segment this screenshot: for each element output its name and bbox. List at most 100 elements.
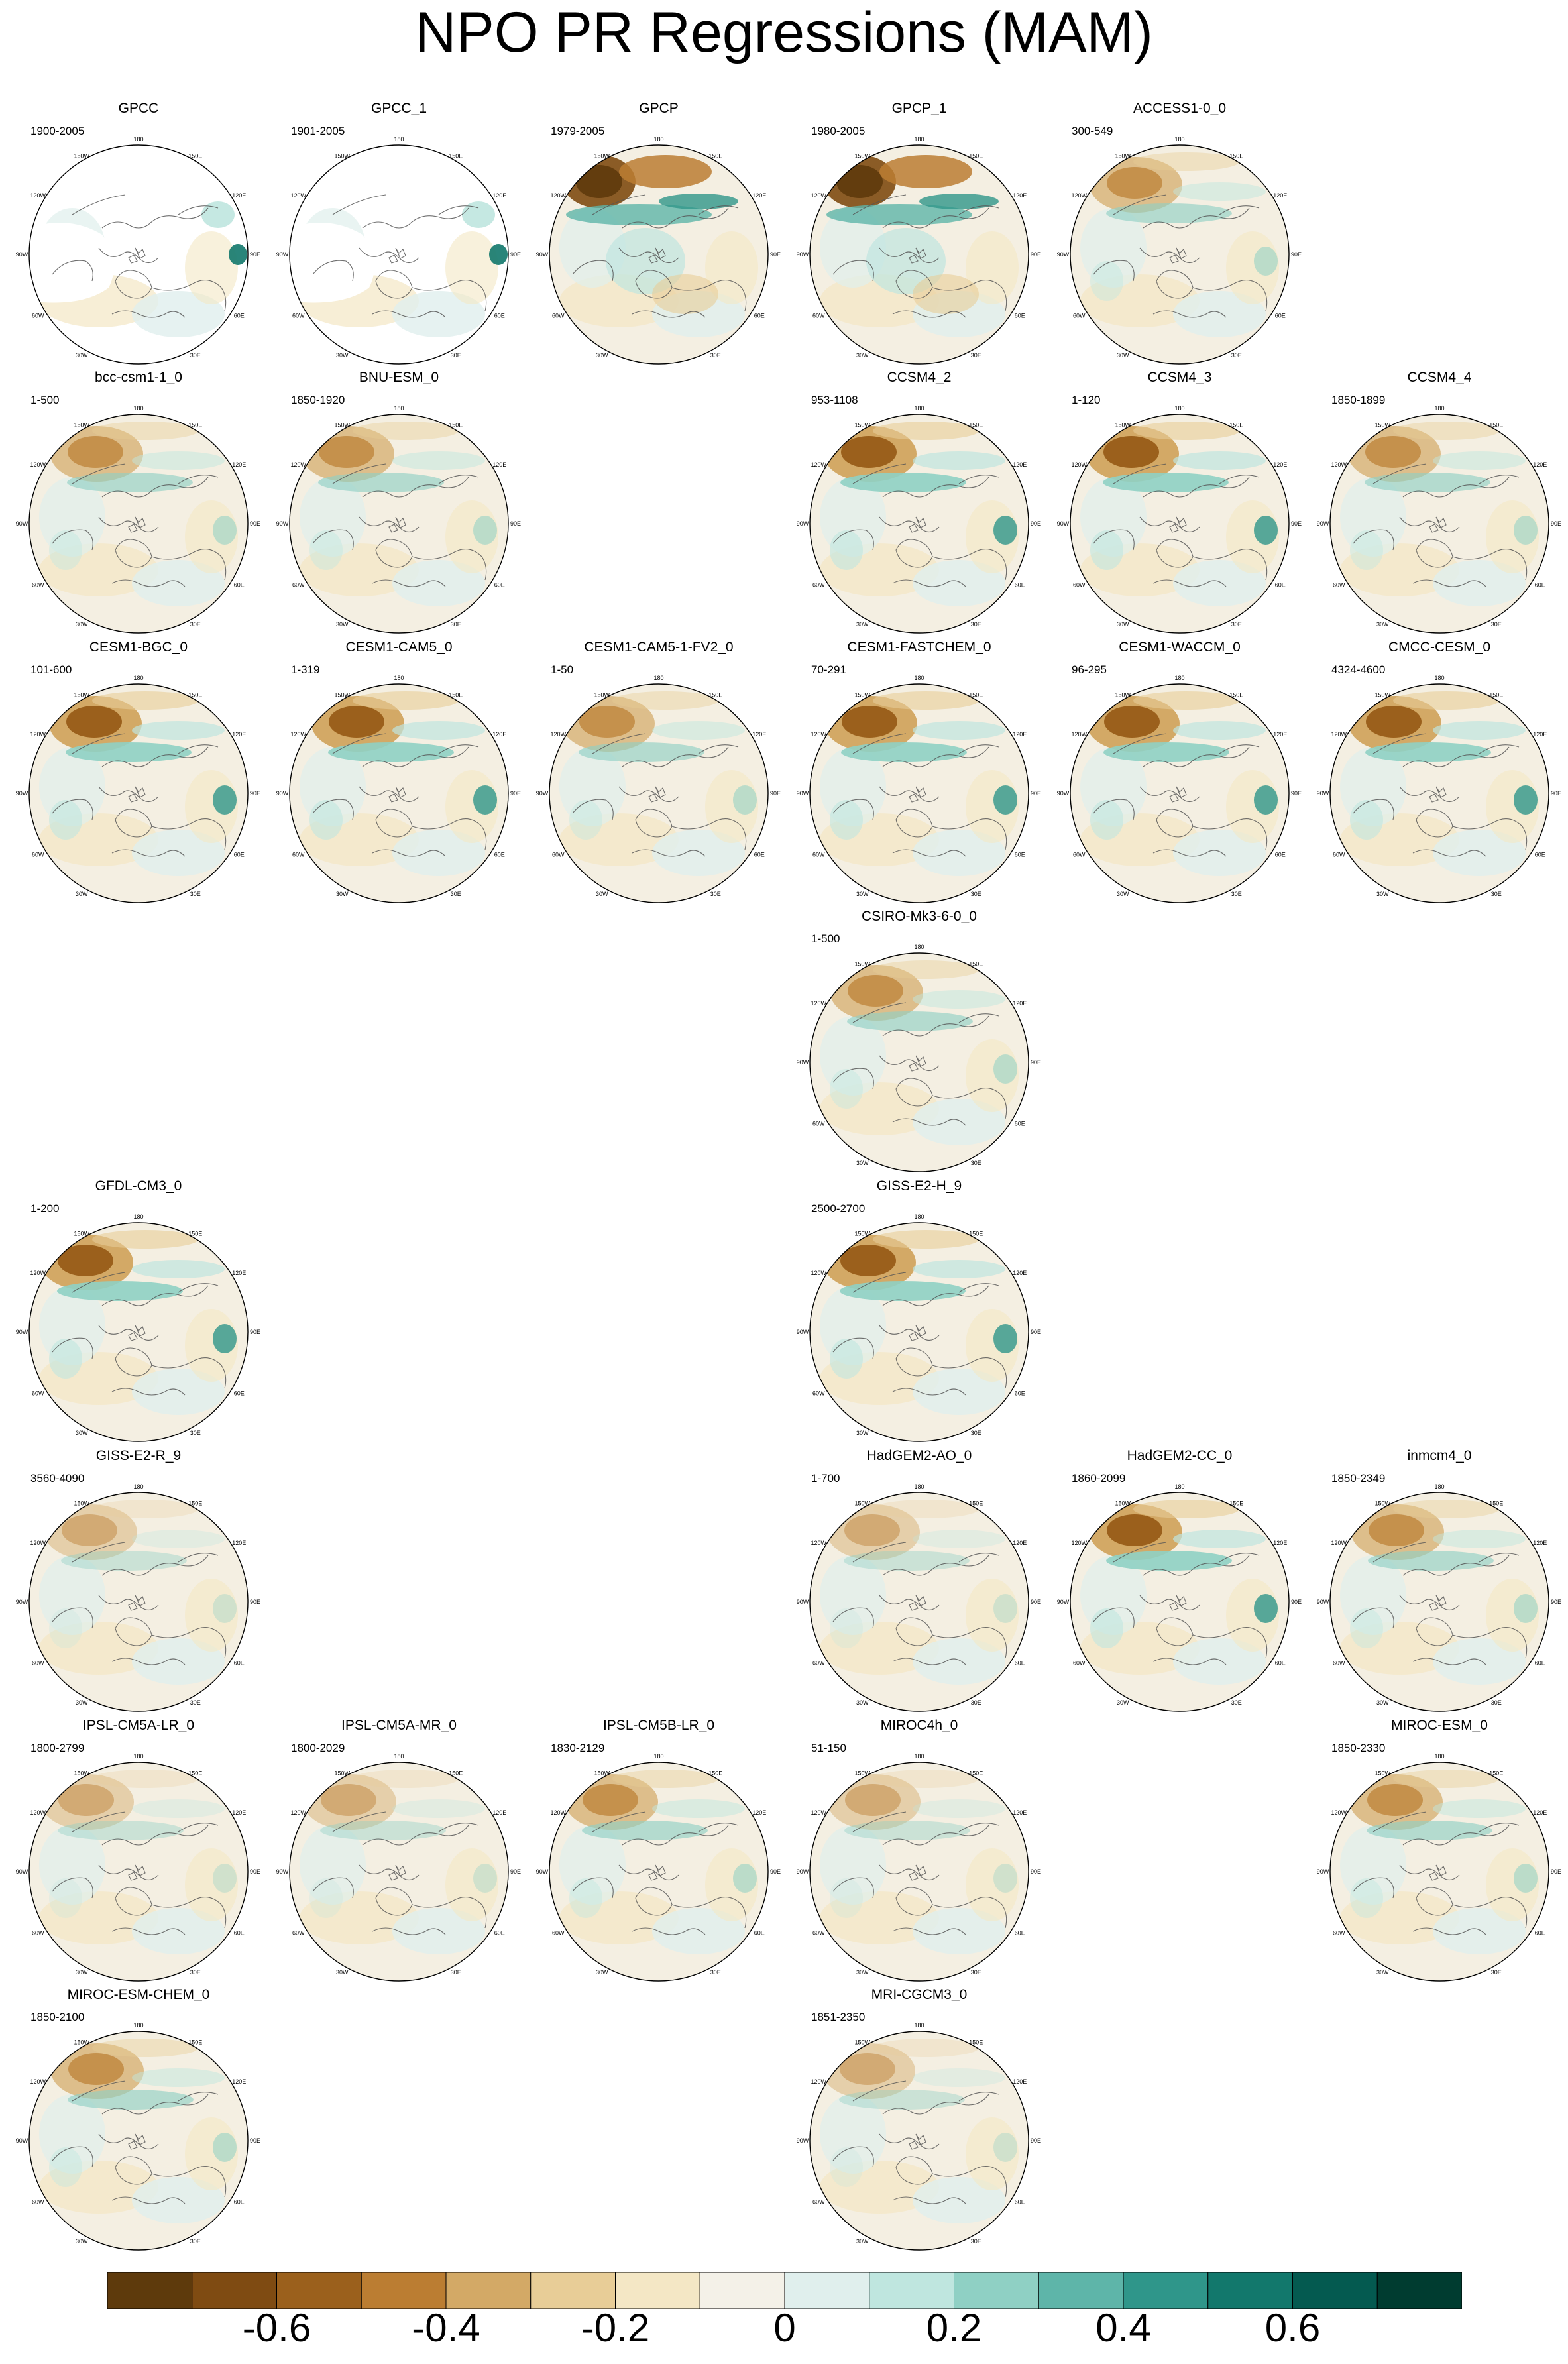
longitude-label: 90E <box>1551 520 1561 527</box>
longitude-label: 150E <box>188 2039 202 2046</box>
longitude-label: 120E <box>492 1809 506 1816</box>
longitude-label: 30W <box>1376 1969 1389 1976</box>
map-panel: IPSL-CM5A-LR_0 1800-2799 180 150E 120E 90E 60E… <box>8 1718 269 1983</box>
longitude-label: 60E <box>754 312 765 319</box>
longitude-label: 150E <box>1489 422 1503 429</box>
longitude-label: 90E <box>250 1599 260 1605</box>
longitude-label: 150W <box>1115 153 1131 160</box>
map-boundary <box>1329 414 1549 634</box>
map-panel: inmcm4_01850-2349180150E120E90E60E30E030… <box>1309 1448 1568 1713</box>
map-boundary <box>809 952 1029 1172</box>
longitude-label: 90W <box>1057 520 1070 527</box>
map-panel: GISS-E2-R_9 3560-4090 180 150E 120E 90E 60E 30E… <box>8 1448 269 1713</box>
longitude-label: 90E <box>510 1868 521 1875</box>
longitude-label: 60E <box>234 1660 245 1666</box>
panel-years: 1980-2005 <box>811 125 866 137</box>
longitude-label: 120E <box>232 2078 246 2085</box>
longitude-label: 90W <box>276 1868 289 1875</box>
panel-title: CESM1-CAM5-1-FV2_0 <box>584 640 734 655</box>
polar-map: 180150E120E90E60E30E030W60W90W120W150W <box>276 675 521 903</box>
panel-years: 1850-1899 <box>1331 394 1386 406</box>
longitude-label: 30W <box>336 891 349 897</box>
longitude-label: 150W <box>334 692 350 699</box>
longitude-label: 180 <box>1174 675 1184 681</box>
longitude-label: 60W <box>32 312 44 319</box>
longitude-label: 60E <box>1015 312 1025 319</box>
longitude-label: 120E <box>1273 192 1287 199</box>
longitude-label: 60E <box>494 581 505 588</box>
longitude-label: 120E <box>1013 1270 1027 1276</box>
longitude-label: 60E <box>754 851 765 858</box>
map-boundary <box>1070 683 1290 903</box>
longitude-label: 180 <box>133 2022 143 2029</box>
map-panel: ACCESS1-0_0300-549180150E120E90E60E30E03… <box>1049 101 1310 366</box>
colorbar-tick-label: -0.2 <box>581 2306 650 2350</box>
longitude-label: 180 <box>653 1753 663 1760</box>
longitude-label: 180 <box>394 1753 404 1760</box>
longitude-label: 60W <box>812 851 825 858</box>
longitude-label: 90E <box>1291 520 1302 527</box>
panel-title: inmcm4_0 <box>1407 1448 1472 1463</box>
colorbar-swatch <box>954 2272 1039 2309</box>
map-panel: GPCP1979-2005180150E120E90E60E30E030W60W… <box>528 101 789 366</box>
longitude-label: 120E <box>752 192 766 199</box>
map-boundary <box>549 683 769 903</box>
longitude-label: 60E <box>1535 581 1545 588</box>
longitude-label: 90W <box>797 1059 809 1066</box>
longitude-label: 150E <box>188 1231 202 1237</box>
longitude-label: 120E <box>232 192 246 199</box>
longitude-label: 60E <box>1015 1660 1025 1666</box>
polar-map: 180150E120E90E60E30E030W60W90W120W150W <box>1317 1483 1561 1712</box>
panel-title: CCSM4_4 <box>1407 370 1472 385</box>
longitude-label: 60E <box>1275 581 1286 588</box>
longitude-label: 150W <box>854 2039 870 2046</box>
longitude-label: 180 <box>914 944 924 950</box>
longitude-label: 150E <box>969 1231 983 1237</box>
map-panel: GPCC1900-2005180150E120E90E60E30E030W60W… <box>8 101 269 366</box>
colorbar-swatch <box>784 2272 870 2309</box>
longitude-label: 120W <box>1331 461 1347 468</box>
longitude-label: 120E <box>232 1809 246 1816</box>
longitude-label: 120W <box>290 731 306 738</box>
polar-map: 180150E120E90E60E30E030W60W90W120W150W <box>16 1213 260 1442</box>
longitude-label: 180 <box>1434 405 1444 412</box>
longitude-label: 30E <box>1231 621 1242 628</box>
longitude-label: 60W <box>812 1390 825 1396</box>
longitude-label: 60W <box>32 1390 44 1396</box>
longitude-label: 120W <box>30 731 46 738</box>
longitude-label: 120W <box>811 192 826 199</box>
map-boundary <box>28 1762 249 1982</box>
panel-years: 51-150 <box>811 1742 846 1754</box>
longitude-label: 90W <box>536 251 549 258</box>
longitude-label: 150W <box>334 153 350 160</box>
polar-map: 180150E120E90E60E30E030W60W90W120W150W <box>16 136 260 365</box>
longitude-label: 30W <box>76 2238 88 2245</box>
map-boundary <box>809 683 1029 903</box>
map-panel: CESM1-CAM5_01-319180150E120E90E60E30E030… <box>268 640 530 905</box>
map-panel: GFDL-CM3_01-200180150E120E90E60E30E030W6… <box>8 1178 269 1443</box>
longitude-label: 150E <box>449 422 463 429</box>
longitude-label: 150W <box>1374 692 1390 699</box>
longitude-label: 120E <box>492 731 506 738</box>
map-panel: MIROC4h_051-150180150E120E90E60E30E030W6… <box>789 1718 1050 1983</box>
longitude-label: 90W <box>797 1599 809 1605</box>
longitude-label: 60W <box>552 1929 565 1936</box>
longitude-label: 30E <box>1491 1699 1502 1706</box>
panel-title: CESM1-WACCM_0 <box>1119 640 1241 655</box>
longitude-label: 90W <box>797 2137 809 2144</box>
polar-map: 180150E120E90E60E30E030W60W90W120W150W <box>797 2022 1041 2251</box>
longitude-label: 60W <box>812 2198 825 2205</box>
longitude-label: 120E <box>1013 1000 1027 1007</box>
panel-years: 953-1108 <box>811 394 858 406</box>
map-boundary <box>809 144 1029 365</box>
panel-years: 70-291 <box>811 663 846 676</box>
longitude-label: 30W <box>856 1969 869 1976</box>
longitude-label: 30W <box>76 621 88 628</box>
longitude-label: 60E <box>1535 1660 1545 1666</box>
longitude-label: 30W <box>596 891 608 897</box>
longitude-label: 30E <box>190 1969 201 1976</box>
longitude-label: 60W <box>812 1120 825 1127</box>
colorbar-tick-label: -0.4 <box>412 2306 480 2350</box>
longitude-label: 120W <box>811 1270 826 1276</box>
longitude-label: 60E <box>1535 1929 1545 1936</box>
